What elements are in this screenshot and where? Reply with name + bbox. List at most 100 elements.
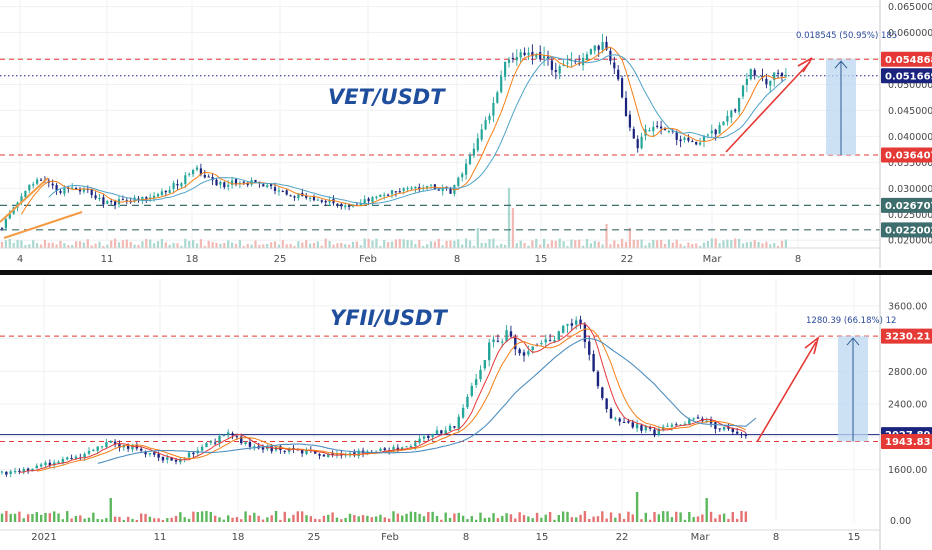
volume-bar — [740, 510, 743, 522]
volume-bar — [622, 518, 626, 522]
candle-body — [589, 49, 592, 55]
volume-bar — [636, 239, 639, 248]
volume-bar — [773, 242, 776, 248]
candle-body — [223, 182, 226, 188]
volume-bar — [457, 239, 460, 248]
candle-body — [531, 346, 534, 351]
candle-body — [592, 354, 595, 372]
volume-bar — [472, 245, 475, 248]
candle-body — [472, 148, 475, 156]
price-badge — [881, 197, 932, 213]
panel-separator[interactable] — [0, 270, 932, 275]
volume-bar — [153, 518, 156, 522]
candle-body — [726, 115, 729, 122]
candle-body — [113, 441, 117, 445]
x-tick-label: 25 — [308, 532, 321, 543]
volume-bar — [653, 511, 656, 522]
candle-body — [363, 199, 366, 204]
vet-time-axis[interactable]: 4 11 18 25 Feb 8 15 22 Mar 8 — [17, 254, 801, 265]
volume-bar — [137, 244, 140, 248]
candle-body — [566, 324, 569, 326]
candle-body — [679, 424, 682, 426]
volume-bar — [209, 511, 212, 522]
candle-body — [357, 450, 360, 457]
candle-body — [660, 126, 663, 129]
volume-bar — [605, 518, 608, 522]
volume-bar — [621, 238, 624, 248]
candle-body — [648, 130, 651, 132]
candle-body — [141, 196, 144, 200]
volume-bar — [106, 244, 109, 248]
volume-bar — [279, 519, 282, 522]
volume-bar — [640, 239, 643, 248]
candle-body — [405, 446, 408, 448]
candle-body — [305, 449, 308, 454]
vet-moving-averages — [21, 46, 787, 215]
candle-body — [614, 418, 617, 420]
candle-body — [648, 427, 652, 429]
volume-bar — [213, 515, 217, 522]
candle-body — [4, 219, 7, 229]
candle-body — [414, 442, 417, 447]
candle-body — [531, 51, 534, 57]
candle-body — [657, 428, 661, 435]
candle-body — [722, 121, 725, 126]
candle-body — [105, 442, 108, 447]
candle-body — [240, 436, 243, 444]
volume-bar — [234, 243, 238, 248]
candle-body — [149, 197, 152, 199]
volume-bar — [718, 514, 721, 522]
candle-body — [440, 430, 443, 434]
volume-bar — [628, 228, 631, 248]
volume-bar — [223, 243, 226, 248]
price-badge-label: 0.026707 — [885, 201, 932, 212]
candle-body — [235, 436, 239, 438]
volume-bar — [504, 244, 507, 248]
candle-body — [153, 195, 156, 199]
x-tick-label: Mar — [703, 254, 723, 265]
volume-bar — [550, 240, 553, 248]
yfii-time-axis[interactable]: 2021 11 18 25 Feb 8 15 22 Mar 8 15 — [31, 532, 860, 543]
volume-bar — [192, 240, 195, 248]
volume-bar — [535, 238, 538, 248]
volume-bar — [371, 240, 374, 248]
volume-bar — [675, 511, 678, 522]
candle-body — [575, 320, 578, 325]
volume-bar — [261, 519, 265, 522]
volume-bar — [470, 515, 473, 522]
volume-bar — [431, 511, 434, 522]
volume-bar — [679, 512, 682, 522]
volume-bar — [461, 244, 464, 248]
candle-body — [67, 187, 70, 189]
volume-bar — [554, 240, 557, 248]
x-tick-label: 15 — [536, 532, 549, 543]
volume-bar — [144, 513, 147, 522]
candle-body — [753, 70, 756, 76]
volume-bar — [327, 514, 330, 522]
volume-bar — [180, 245, 183, 248]
candle-body — [242, 181, 245, 183]
vet-chart-title: VET/USDT — [328, 85, 446, 109]
candle-body — [109, 441, 112, 443]
price-badge — [881, 147, 932, 163]
volume-bar — [344, 244, 347, 248]
candle-body — [266, 185, 269, 188]
candle-body — [179, 458, 182, 463]
volume-bar — [100, 519, 104, 522]
candle-body — [331, 453, 334, 456]
x-tick-label: 22 — [621, 254, 634, 265]
candle-body — [176, 184, 179, 186]
volume-bar — [361, 515, 365, 522]
volume-bar — [179, 512, 182, 522]
candle-body — [172, 183, 175, 189]
x-tick-label: 8 — [454, 254, 460, 265]
volume-bar — [129, 241, 132, 248]
volume-bar — [125, 239, 128, 248]
volume-bar — [205, 510, 208, 522]
volume-bar — [277, 244, 280, 248]
volume-bar — [355, 241, 358, 248]
candle-body — [543, 55, 546, 59]
y-tick-label: 0.025000 — [888, 210, 932, 221]
candle-body — [548, 340, 552, 342]
candle-body — [51, 183, 54, 186]
